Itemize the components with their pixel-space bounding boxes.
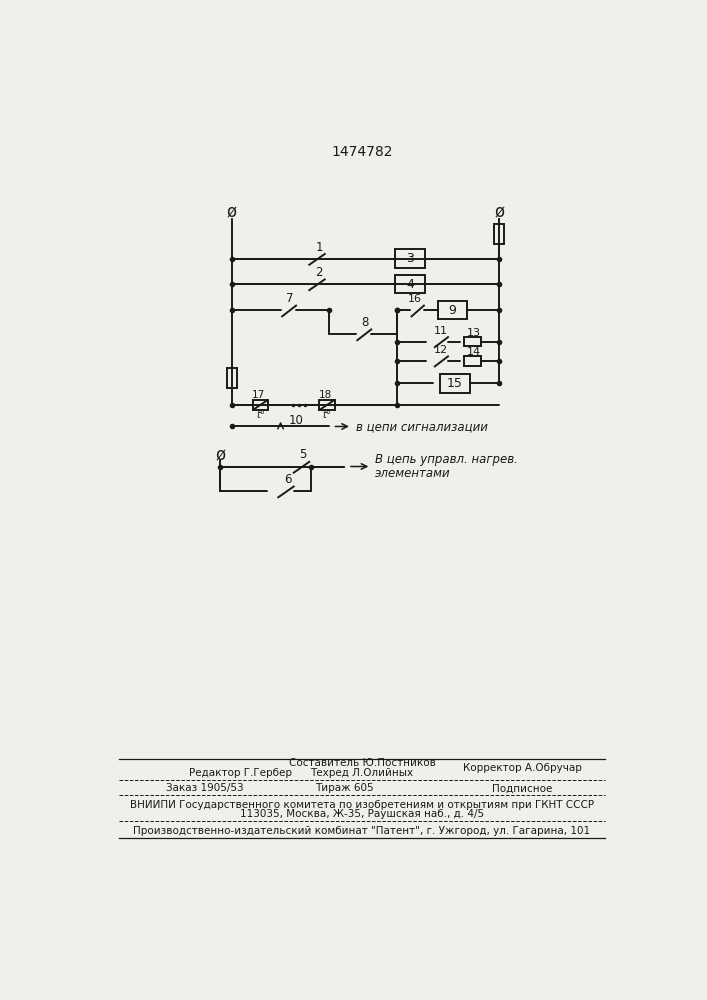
Text: ø: ø — [494, 203, 504, 221]
Text: Составитель Ю.Постников: Составитель Ю.Постников — [288, 758, 436, 768]
Text: 2: 2 — [315, 266, 323, 279]
Text: t°: t° — [322, 410, 332, 420]
Text: 5: 5 — [299, 448, 307, 461]
Text: В цепь управл. нагрев.: В цепь управл. нагрев. — [375, 453, 518, 466]
Text: в цепи сигнализации: в цепи сигнализации — [356, 420, 488, 433]
Bar — [227, 368, 237, 388]
Text: 16: 16 — [408, 294, 421, 304]
Text: 1: 1 — [315, 241, 323, 254]
Bar — [252, 400, 268, 410]
Text: 9: 9 — [449, 304, 457, 317]
Bar — [395, 249, 425, 268]
Bar — [320, 400, 335, 410]
Bar — [494, 224, 504, 244]
Text: 14: 14 — [467, 347, 481, 357]
Text: 1474782: 1474782 — [331, 145, 392, 159]
Text: 12: 12 — [434, 345, 448, 355]
Text: 7: 7 — [286, 292, 293, 305]
Text: Редактор Г.Гербер: Редактор Г.Гербер — [189, 768, 292, 778]
Text: ø: ø — [215, 446, 226, 464]
Bar — [464, 356, 481, 366]
Text: ВНИИПИ Государственного комитета по изобретениям и открытиям при ГКНТ СССР: ВНИИПИ Государственного комитета по изоб… — [130, 800, 594, 810]
Text: 3: 3 — [406, 252, 414, 265]
Text: 13: 13 — [467, 328, 481, 338]
Text: элементами: элементами — [375, 467, 451, 480]
Text: 6: 6 — [284, 473, 291, 486]
Text: Заказ 1905/53: Заказ 1905/53 — [166, 783, 243, 793]
Text: t°: t° — [256, 410, 265, 420]
Text: ø: ø — [227, 203, 237, 221]
Bar — [395, 275, 425, 293]
Text: 11: 11 — [434, 326, 448, 336]
Text: Подписное: Подписное — [492, 783, 553, 793]
Text: Тираж 605: Тираж 605 — [315, 783, 373, 793]
Text: 10: 10 — [288, 414, 303, 427]
Bar — [438, 301, 467, 319]
Bar — [464, 337, 481, 346]
Text: Корректор А.Обручар: Корректор А.Обручар — [463, 763, 582, 773]
Text: Производственно-издательский комбинат "Патент", г. Ужгород, ул. Гагарина, 101: Производственно-издательский комбинат "П… — [134, 826, 590, 836]
Text: 4: 4 — [406, 278, 414, 291]
Text: Техред Л.Олийных: Техред Л.Олийных — [310, 768, 414, 778]
Text: 113035, Москва, Ж-35, Раушская наб., д. 4/5: 113035, Москва, Ж-35, Раушская наб., д. … — [240, 809, 484, 819]
Text: 18: 18 — [319, 390, 332, 400]
Text: 17: 17 — [252, 390, 266, 400]
Text: 15: 15 — [447, 377, 463, 390]
Text: 8: 8 — [361, 316, 369, 329]
Bar — [440, 374, 469, 393]
